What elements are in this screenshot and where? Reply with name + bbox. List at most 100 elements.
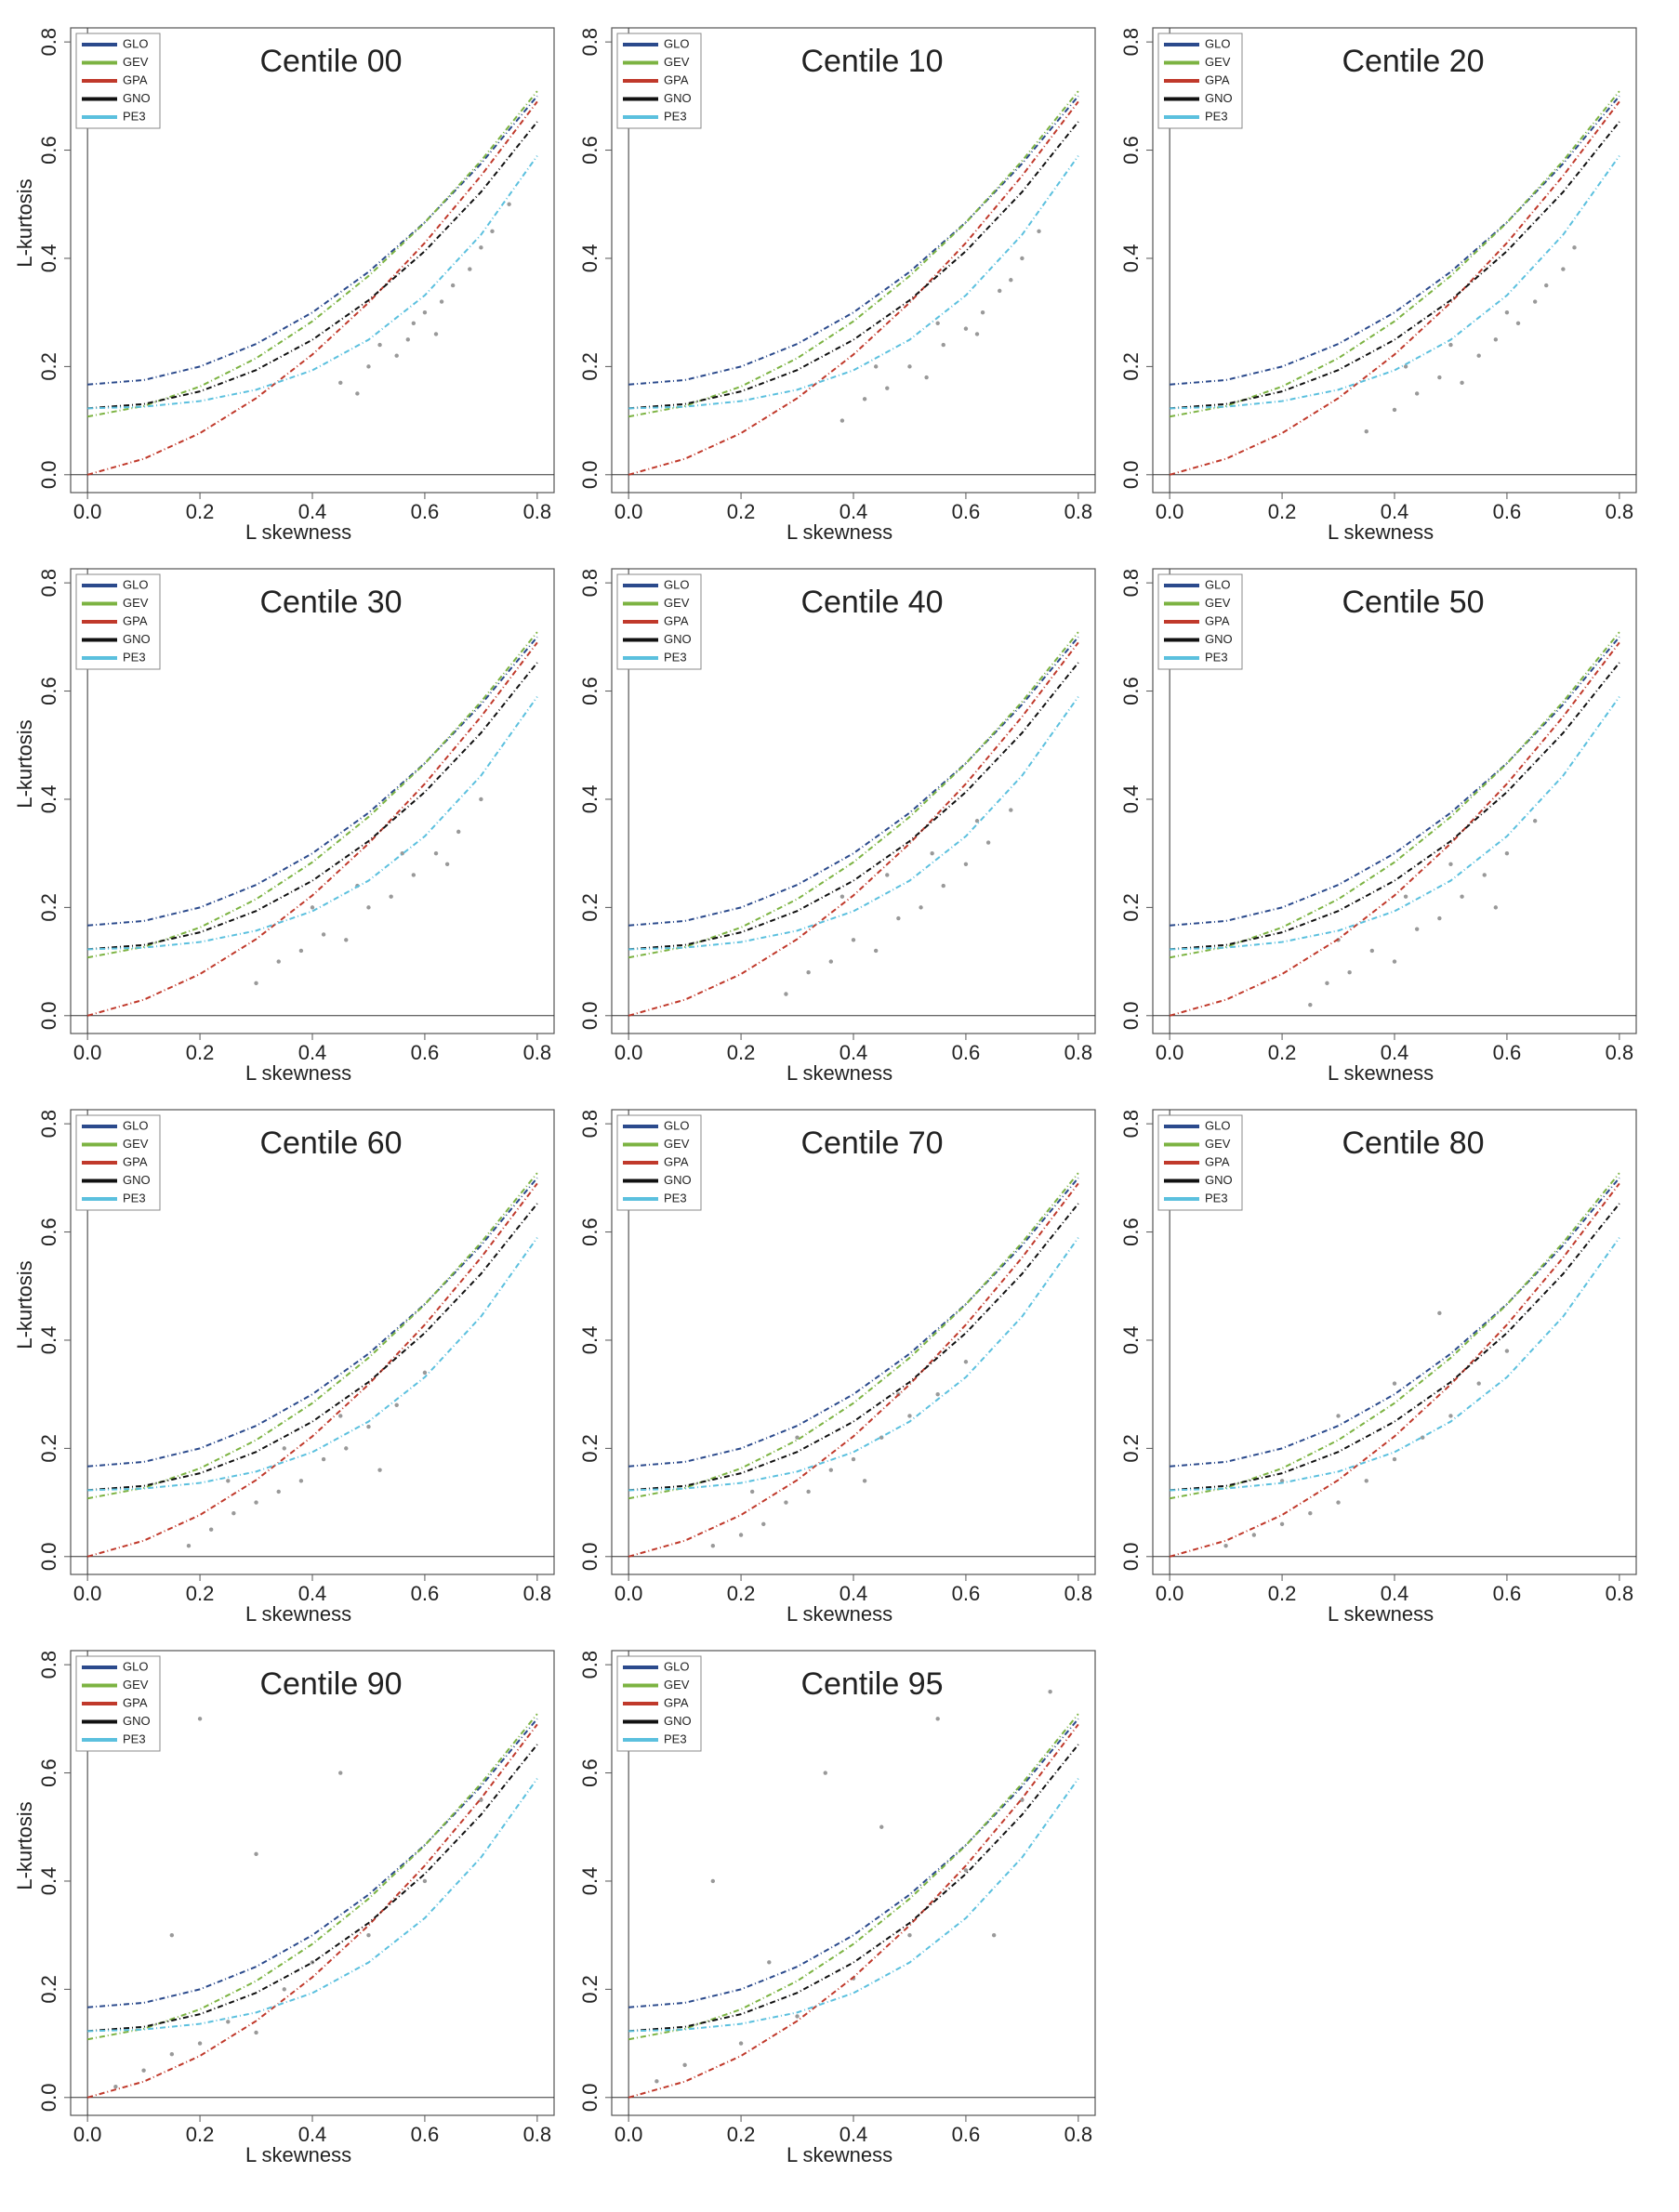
x-tick-label: 0.2 [186,1041,215,1064]
legend-label: PE3 [123,1191,146,1205]
x-tick-label: 0.8 [1606,1041,1634,1064]
legend-label: GPA [664,613,689,627]
x-axis-label: L skewness [787,520,892,544]
y-tick-label: 0.8 [37,1110,60,1139]
legend-label: GEV [664,55,690,69]
x-tick-label: 0.6 [952,2123,981,2146]
scatter-point [366,1424,371,1429]
x-tick-label: 0.6 [1493,500,1522,523]
scatter-point [338,1771,343,1775]
y-tick-label: 0.8 [1119,1110,1143,1139]
scatter-point [1009,278,1013,283]
legend-label: GEV [664,596,690,610]
scatter-point [394,1402,399,1408]
y-tick-label: 0.0 [578,1001,602,1030]
legend-label: GPA [1205,72,1230,86]
scatter-point [1414,927,1420,931]
scatter-point [930,850,934,856]
x-tick-label: 0.2 [186,500,215,523]
scatter-point [1403,364,1408,369]
panel: 0.0 0.2 0.4 0.6 0.8 0.0 0.2 0.4 0.6 0.8 L skewness… [13,568,555,1085]
y-tick-label: 0.4 [37,244,60,273]
panel: 0.0 0.2 0.4 0.6 0.8 0.0 0.2 0.4 0.6 0.8 L skewness… [13,27,555,544]
y-tick-label: 0.2 [578,1434,602,1463]
panel: 0.0 0.2 0.4 0.6 0.8 0.0 0.2 0.4 0.6 0.8 L skewness… [1119,568,1637,1085]
scatter-point [941,342,945,348]
legend-label: GLO [123,1118,148,1132]
x-tick-label: 0.8 [1606,1582,1634,1605]
x-tick-label: 0.8 [1064,1582,1093,1605]
scatter-point [907,364,912,369]
legend-label: PE3 [1205,109,1228,123]
scatter-point [479,245,483,250]
scatter-point [1544,283,1549,288]
y-tick-label: 0.6 [578,1758,602,1787]
scatter-point [840,894,845,899]
scatter-point [738,2041,744,2046]
legend-label: GPA [123,72,148,86]
scatter-point [885,386,890,390]
legend-label: GLO [664,1118,689,1132]
scatter-point [941,883,945,889]
scatter-point [1572,245,1577,250]
panel: 0.0 0.2 0.4 0.6 0.8 0.0 0.2 0.4 0.6 0.8 L skewness… [1119,1109,1637,1626]
legend-label: PE3 [123,650,146,664]
scatter-point [169,2052,175,2057]
legend-label: GPA [664,1695,689,1709]
x-axis-label: L skewness [245,1602,351,1626]
curve [87,1744,538,2033]
scatter-point [113,2084,118,2089]
y-tick-label: 0.0 [578,460,602,489]
scatter-point [394,353,399,358]
panel-title: Centile 90 [259,1666,402,1702]
scatter-point [433,332,439,336]
legend-label: GEV [1205,55,1231,69]
scatter-point [823,1771,827,1775]
curve [1170,95,1620,386]
y-tick-label: 0.6 [37,1218,60,1246]
scatter-point [1347,970,1352,975]
x-tick-label: 0.4 [298,2123,327,2146]
legend-label: GNO [1205,632,1233,646]
legend-label: PE3 [1205,1191,1228,1205]
scatter-point [980,309,985,315]
scatter-point [682,2062,687,2068]
y-tick-label: 0.6 [1119,677,1143,705]
y-tick-label: 0.0 [1119,460,1143,489]
scatter-point [254,1500,258,1505]
scatter-point [828,959,834,964]
y-tick-label: 0.6 [1119,136,1143,165]
scatter-point [991,1932,997,1938]
scatter-point [321,932,326,937]
curve [86,100,538,476]
curve [628,155,1079,410]
x-tick-label: 0.6 [411,500,440,523]
scatter-point [710,1878,716,1884]
curve [628,1723,1079,2099]
panel: 0.0 0.2 0.4 0.6 0.8 0.0 0.2 0.4 0.6 0.8 L skewness… [13,1650,555,2166]
curve [628,1778,1079,2033]
y-tick-label: 0.6 [578,677,602,705]
scatter-point [468,267,472,271]
scatter-point [1364,429,1368,434]
legend-label: GNO [1205,91,1233,105]
y-tick-label: 0.6 [578,136,602,165]
x-tick-label: 0.8 [1064,2123,1093,2146]
scatter-point [1476,1381,1481,1386]
legend-label: GNO [664,632,692,646]
scatter-point [344,938,349,942]
curve [87,1203,538,1492]
scatter-point [738,1533,744,1537]
curve [1170,636,1620,927]
x-tick-label: 0.2 [727,2123,756,2146]
scatter-point [935,321,940,326]
scatter-point [298,948,304,954]
panel-title: Centile 10 [800,44,943,79]
scatter-point [479,797,483,802]
curve [1170,662,1620,951]
scatter-point [974,819,980,823]
y-axis-label: L-kurtosis [13,178,36,267]
panel-title: Centile 80 [1342,1126,1484,1161]
scatter-point [1279,1521,1285,1527]
